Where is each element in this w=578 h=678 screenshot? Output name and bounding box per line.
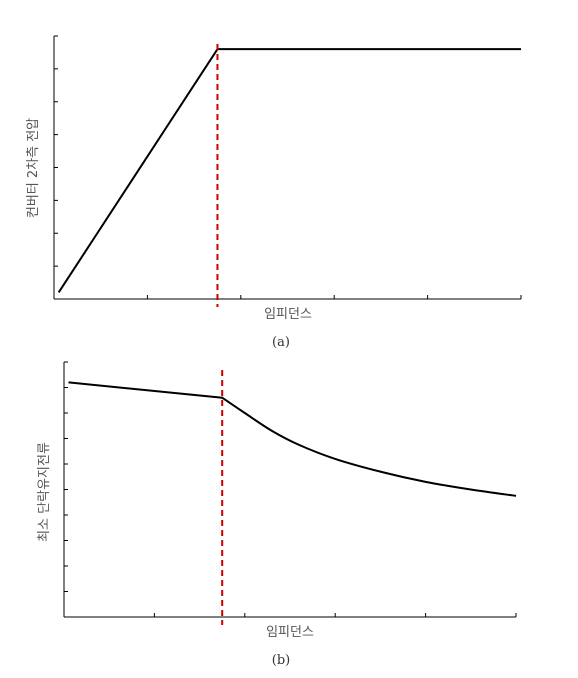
chart-a-axes (53, 36, 521, 300)
chart-a-ticks (53, 35, 522, 300)
chart-b: 임피던스 최소 단락유지전류 (b) (37, 361, 517, 668)
chart-b-ticks (63, 361, 517, 618)
chart-b-series-line (68, 381, 517, 497)
chart-a-ylabel: 컨버터 2차측 전압 (26, 118, 41, 218)
chart-b-axes (63, 362, 516, 618)
chart-a-xlabel: 임피던스 (264, 307, 312, 322)
chart-b-series (68, 381, 517, 497)
chart-a-caption: (a) (272, 335, 290, 350)
chart-b-ylabel: 최소 단락유지전류 (37, 442, 52, 542)
chart-b-caption: (b) (272, 653, 290, 668)
chart-a-series (57, 48, 521, 293)
chart-a: 임피던스 컨버터 2차측 전압 (a) (26, 35, 522, 350)
chart-a-series-line (57, 48, 521, 293)
chart-b-xlabel: 임피던스 (266, 625, 314, 640)
